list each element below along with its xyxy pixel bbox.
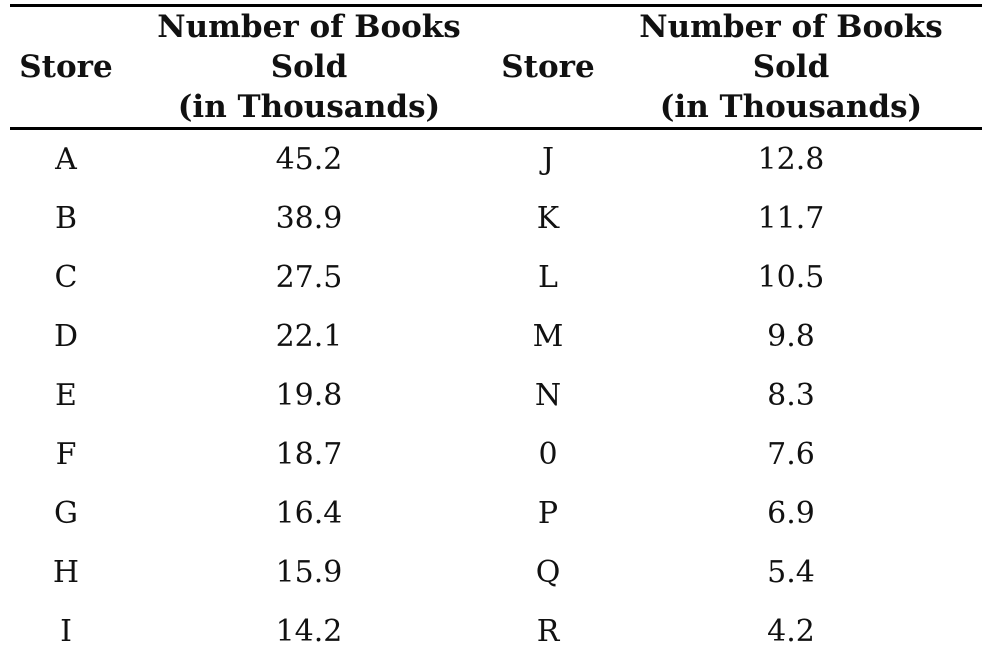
books-sold-cell: 10.5 <box>600 248 982 307</box>
books-sold-cell: 11.7 <box>600 189 982 248</box>
store-cell: N <box>496 366 600 425</box>
books-sold-cell: 12.8 <box>600 129 982 190</box>
table-row: C 27.5 L 10.5 <box>10 248 982 307</box>
store-cell: D <box>10 307 122 366</box>
header-row: Store Number of Books Sold (in Thousands… <box>10 6 982 129</box>
books-sold-cell: 4.2 <box>600 602 982 661</box>
store-cell: F <box>10 425 122 484</box>
header-books-sold-right-line2: (in Thousands) <box>600 87 982 127</box>
store-cell: L <box>496 248 600 307</box>
books-sold-cell: 27.5 <box>122 248 496 307</box>
books-sold-table: Store Number of Books Sold (in Thousands… <box>10 4 982 661</box>
store-cell: 0 <box>496 425 600 484</box>
store-cell: H <box>10 543 122 602</box>
table-row: H 15.9 Q 5.4 <box>10 543 982 602</box>
store-cell: P <box>496 484 600 543</box>
table-body: A 45.2 J 12.8 B 38.9 K 11.7 C 27.5 L 10.… <box>10 129 982 661</box>
books-sold-cell: 5.4 <box>600 543 982 602</box>
books-sold-cell: 15.9 <box>122 543 496 602</box>
header-store-left-label: Store <box>10 47 122 87</box>
books-sold-cell: 7.6 <box>600 425 982 484</box>
books-sold-cell: 45.2 <box>122 129 496 190</box>
header-store-right: Store <box>496 6 600 129</box>
header-books-sold-right-line1: Number of Books Sold <box>600 7 982 87</box>
books-sold-table-container: Store Number of Books Sold (in Thousands… <box>10 4 982 661</box>
books-sold-cell: 16.4 <box>122 484 496 543</box>
table-row: A 45.2 J 12.8 <box>10 129 982 190</box>
books-sold-cell: 19.8 <box>122 366 496 425</box>
header-store-right-label: Store <box>496 47 600 87</box>
table-row: D 22.1 M 9.8 <box>10 307 982 366</box>
store-cell: B <box>10 189 122 248</box>
table-row: I 14.2 R 4.2 <box>10 602 982 661</box>
books-sold-cell: 9.8 <box>600 307 982 366</box>
header-books-sold-left: Number of Books Sold (in Thousands) <box>122 6 496 129</box>
store-cell: G <box>10 484 122 543</box>
table-row: F 18.7 0 7.6 <box>10 425 982 484</box>
store-cell: J <box>496 129 600 190</box>
header-books-sold-left-line1: Number of Books Sold <box>122 7 496 87</box>
header-books-sold-left-line2: (in Thousands) <box>122 87 496 127</box>
store-cell: A <box>10 129 122 190</box>
table-row: E 19.8 N 8.3 <box>10 366 982 425</box>
store-cell: I <box>10 602 122 661</box>
header-store-left: Store <box>10 6 122 129</box>
books-sold-cell: 8.3 <box>600 366 982 425</box>
store-cell: C <box>10 248 122 307</box>
books-sold-cell: 14.2 <box>122 602 496 661</box>
books-sold-cell: 18.7 <box>122 425 496 484</box>
table-row: G 16.4 P 6.9 <box>10 484 982 543</box>
store-cell: Q <box>496 543 600 602</box>
table-header: Store Number of Books Sold (in Thousands… <box>10 6 982 129</box>
books-sold-cell: 38.9 <box>122 189 496 248</box>
books-sold-cell: 22.1 <box>122 307 496 366</box>
header-books-sold-right: Number of Books Sold (in Thousands) <box>600 6 982 129</box>
store-cell: M <box>496 307 600 366</box>
store-cell: R <box>496 602 600 661</box>
store-cell: E <box>10 366 122 425</box>
books-sold-cell: 6.9 <box>600 484 982 543</box>
store-cell: K <box>496 189 600 248</box>
table-row: B 38.9 K 11.7 <box>10 189 982 248</box>
